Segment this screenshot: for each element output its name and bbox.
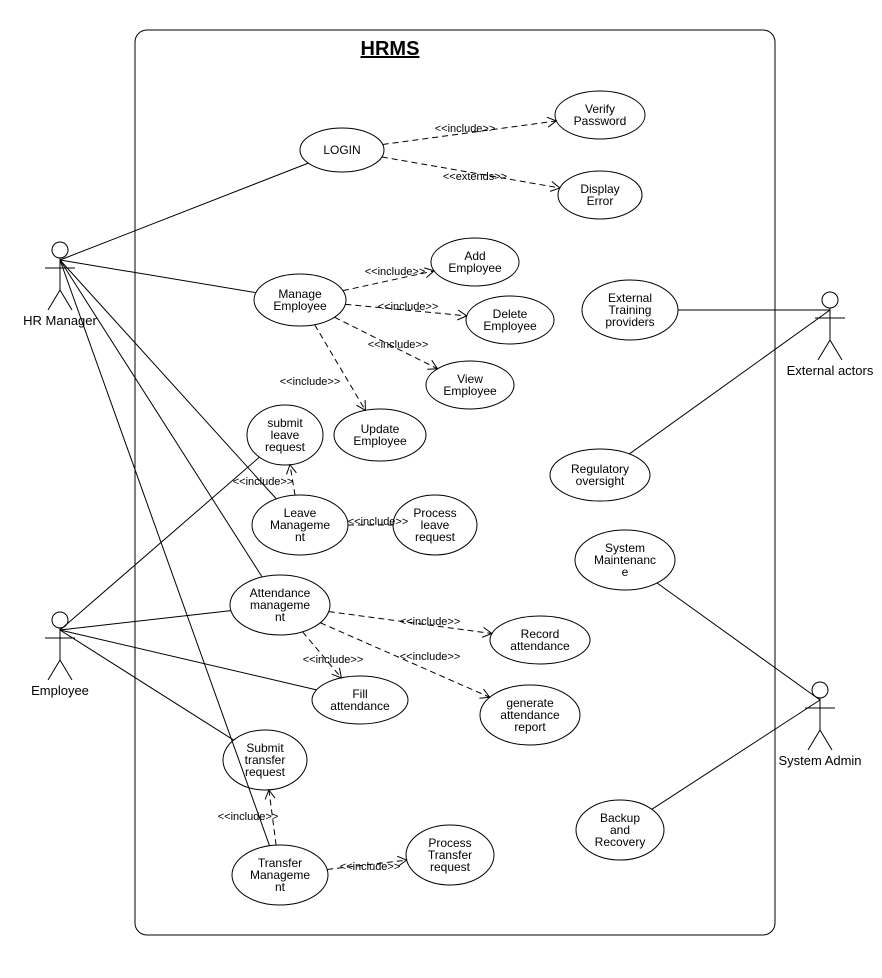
usecase-label-subtrans: Submittransferrequest	[245, 741, 286, 779]
usecase-label-login: LOGIN	[323, 143, 360, 157]
dep-label-login-derr: <<extends>>	[443, 171, 507, 183]
dep-label-attmgmt-recatt: <<include>>	[400, 616, 461, 628]
assoc-emp-head-attmgmt	[60, 611, 231, 630]
actor-label-emp: Employee	[31, 683, 89, 698]
dep-label-mngemp-addemp: <<include>>	[365, 266, 426, 278]
actor-label-hr: HR Manager	[23, 313, 97, 328]
dep-label-mngemp-viewemp: <<include>>	[368, 339, 429, 351]
assoc-emp-head-subleave	[60, 457, 259, 630]
usecase-label-regov: Regulatoryoversight	[571, 462, 629, 488]
dep-label-login-verify: <<include>>	[435, 123, 496, 135]
dep-label-transmgmt-subtrans: <<include>>	[218, 811, 279, 823]
actor-label-sys: System Admin	[778, 753, 861, 768]
actor-ext	[815, 292, 845, 360]
dep-label-leavemgmt-subleave: <<include>>	[233, 476, 294, 488]
dep-label-attmgmt-fillatt: <<include>>	[303, 654, 364, 666]
usecase-label-proctrans: ProcessTransferrequest	[428, 836, 472, 874]
dep-label-mngemp-delemp: <<include>>	[378, 301, 439, 313]
dep-label-attmgmt-genrep: <<include>>	[400, 651, 461, 663]
dep-label-mngemp-updemp: <<include>>	[280, 376, 341, 388]
assoc-emp-head-fillatt	[60, 630, 317, 690]
dep-mngemp-updemp	[315, 325, 366, 411]
assoc-hr-head-leavemgmt	[60, 260, 276, 499]
assoc-sys-head-sysmaint	[657, 583, 820, 700]
system-boundary	[135, 30, 775, 935]
diagram-title: HRMS	[361, 38, 420, 60]
actor-label-ext: External actors	[787, 363, 874, 378]
diagram-canvas: HRMSLOGINVerifyPasswordDisplayErrorManag…	[0, 0, 882, 978]
dep-label-leavemgmt-procleave: <<include>>	[348, 516, 409, 528]
assoc-hr-head-attmgmt	[60, 260, 262, 577]
usecase-label-updemp: UpdateEmployee	[353, 422, 407, 448]
assoc-hr-head-transmgmt	[60, 260, 270, 846]
usecase-label-mngemp: ManageEmployee	[273, 287, 327, 313]
assoc-hr-head-mngemp	[60, 260, 256, 293]
dep-label-transmgmt-proctrans: <<include>>	[340, 861, 401, 873]
assoc-hr-head-login	[60, 163, 308, 260]
actor-emp	[45, 612, 75, 680]
usecase-label-exttrain: ExternalTrainingproviders	[605, 291, 654, 329]
